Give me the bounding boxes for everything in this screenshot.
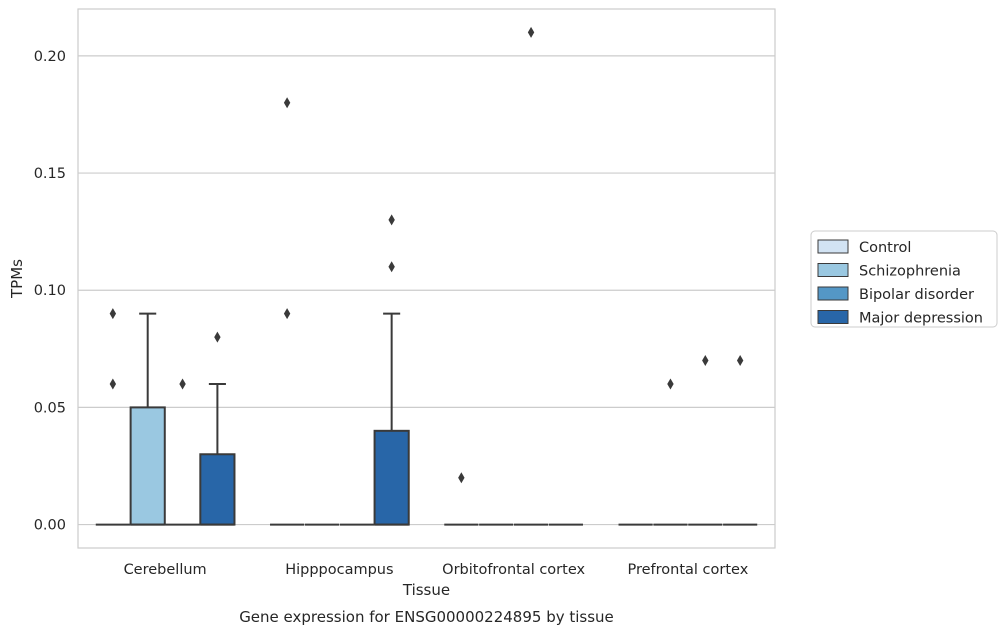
outlier-point [214,331,221,343]
y-tick-label: 0.20 [34,49,66,65]
y-tick-label: 0.15 [34,166,66,182]
outlier-point [283,308,291,320]
box-major-depression [373,214,410,526]
outlier-point [109,308,117,320]
x-tick-label: Hipppocampus [285,562,393,578]
legend-swatch [817,286,849,301]
outlier-point [179,378,186,390]
x-tick-label: Cerebellum [124,562,207,578]
x-axis-title: Tissue [402,581,450,599]
outlier-point [736,355,744,367]
outlier-point [702,355,709,367]
box-body [373,429,410,526]
legend-label: Major depression [859,311,983,327]
box-bipolar-disorder [513,26,549,526]
legend-swatch [817,310,849,324]
y-tick-label: 0.05 [34,400,66,416]
box-control [444,472,479,526]
box-major-depression [199,331,236,526]
grid-lines [78,55,775,526]
y-tick-labels: 0.00 0.05 0.10 0.15 0.20 [34,49,66,534]
box-bipolar-disorder [165,378,200,526]
legend: Control Schizophrenia Bipolar disorder Majo… [810,230,998,328]
box-body [199,453,236,526]
x-tick-label: Prefrontal cortex [627,562,748,578]
legend-swatch [817,263,849,277]
box-schizophrenia [653,378,688,526]
outlier-point [388,214,395,226]
outlier-point [458,472,465,484]
y-axis-title: TPMs [8,259,26,299]
x-tick-label: Orbitofrontal cortex [442,562,585,578]
outlier-point [527,26,535,38]
boxes [95,26,758,526]
y-tick-label: 0.00 [34,518,66,534]
legend-swatch [817,239,849,254]
box-bipolar-disorder [688,355,723,526]
outlier-point [667,378,674,390]
box-body [129,406,166,526]
y-tick-label: 0.10 [34,283,66,299]
legend-label: Bipolar disorder [859,287,974,303]
box-major-depression [723,355,758,526]
outlier-point [388,261,395,273]
box-control [270,97,305,526]
box-control [95,308,130,526]
legend-label: Control [859,240,911,256]
box-schizophrenia [129,312,166,526]
outlier-point [283,97,291,109]
legend-label: Schizophrenia [859,264,961,280]
plot-area [77,8,776,549]
legend-box [810,230,998,328]
outlier-point [109,378,117,390]
chart-caption: Gene expression for ENSG00000224895 by t… [239,608,614,626]
x-tick-labels: Cerebellum Hipppocampus Orbitofrontal cort… [124,562,749,578]
